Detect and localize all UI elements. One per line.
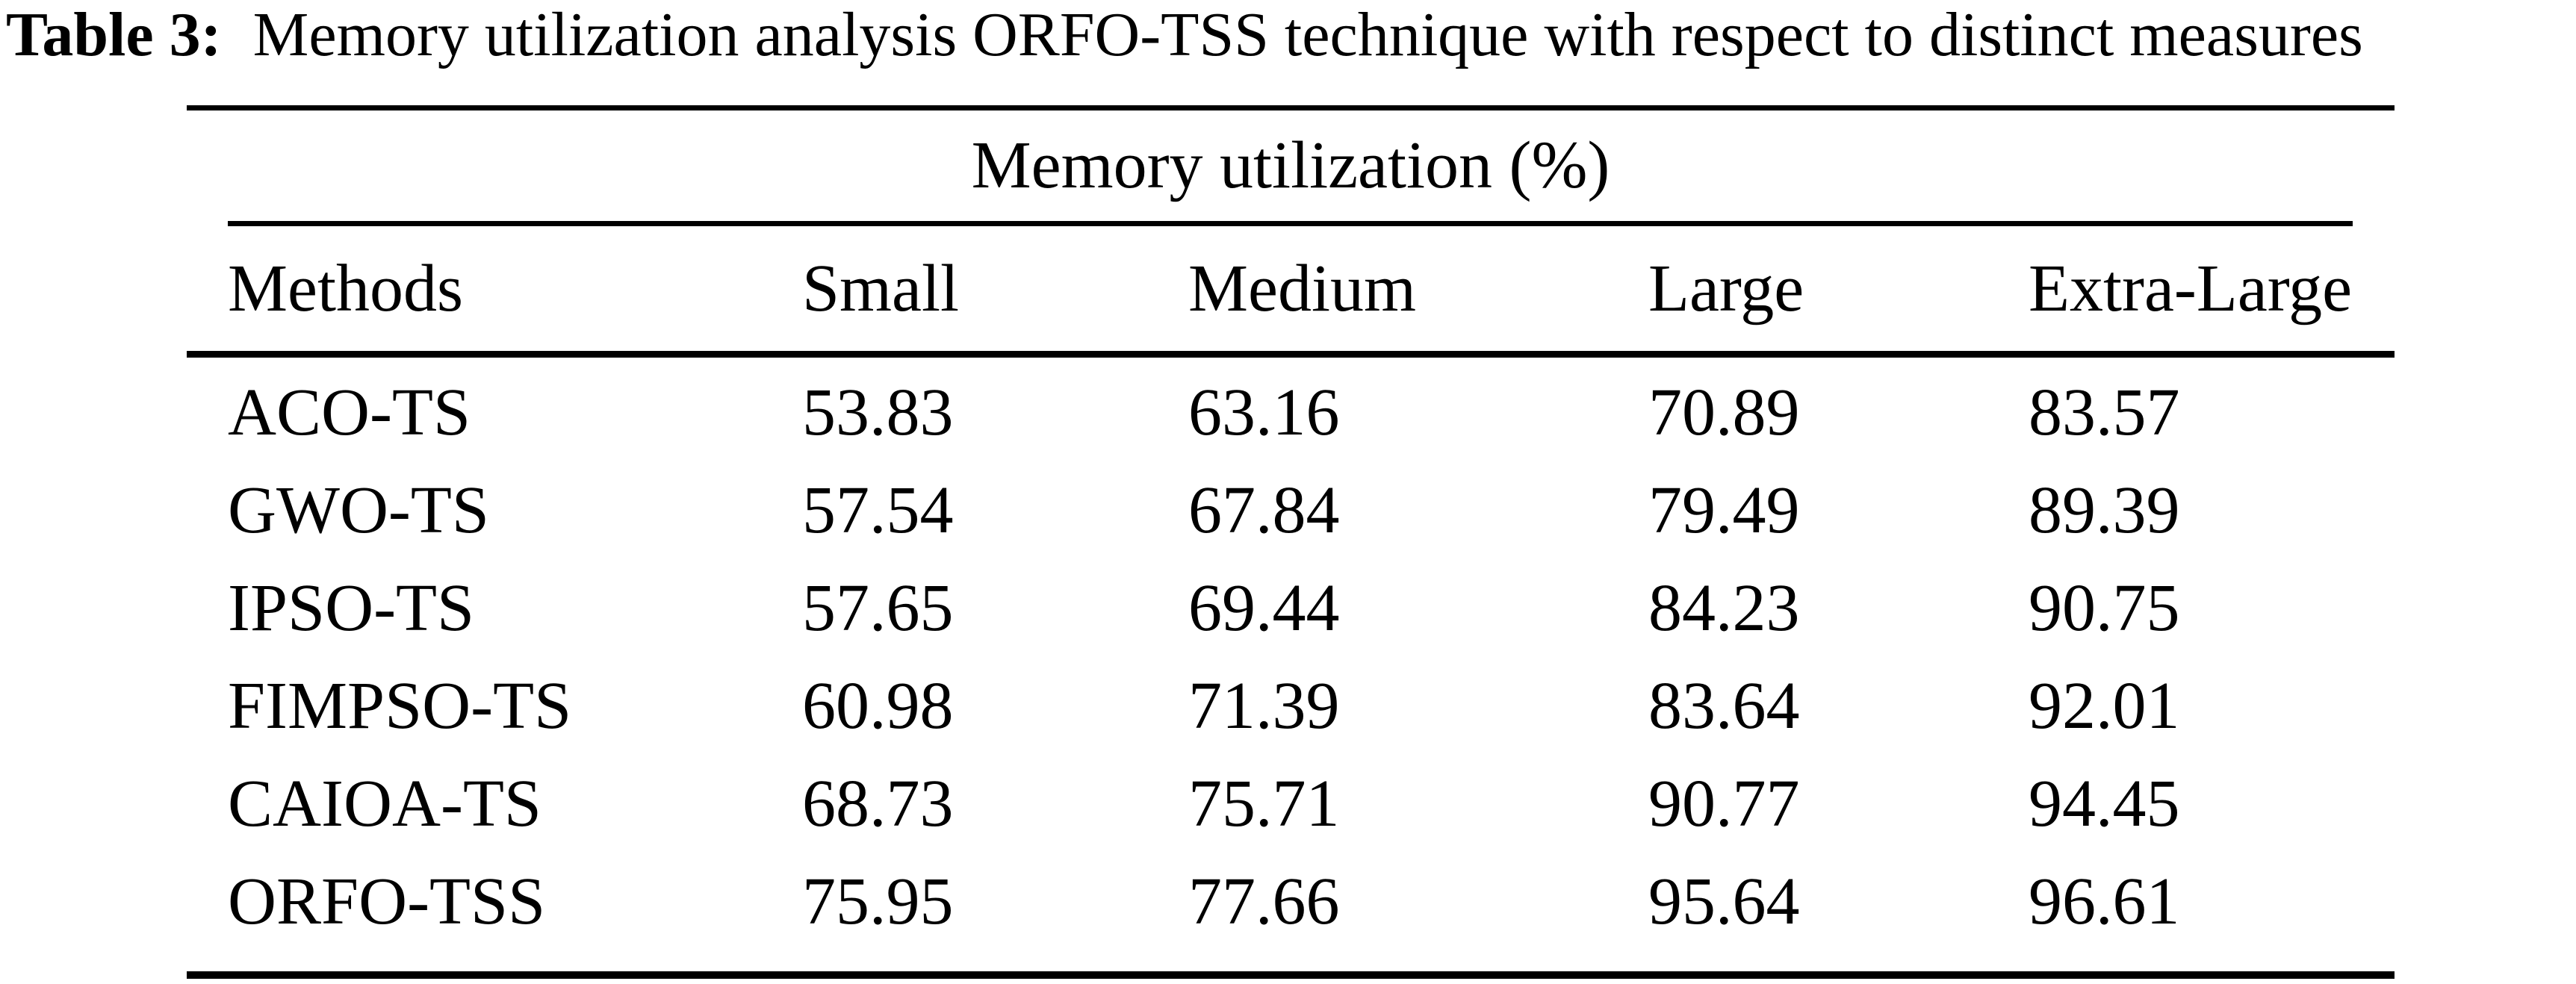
value-cell: 90.77 (1648, 767, 1800, 841)
value-cell: 57.65 (802, 571, 954, 645)
value-cell: 96.61 (2029, 865, 2180, 938)
column-header-small: Small (802, 252, 960, 326)
column-header-large: Large (1648, 252, 1804, 326)
value-cell: 92.01 (2029, 669, 2180, 743)
value-cell: 57.54 (802, 473, 954, 547)
table-row: ACO-TS 53.83 63.16 70.89 83.57 (0, 376, 2576, 459)
value-cell: 79.49 (1648, 473, 1800, 547)
value-cell: 77.66 (1188, 865, 1340, 938)
table-row: ORFO-TSS 75.95 77.66 95.64 96.61 (0, 865, 2576, 948)
method-cell: CAIOA-TS (228, 767, 541, 841)
method-cell: ORFO-TSS (228, 865, 546, 938)
value-cell: 94.45 (2029, 767, 2180, 841)
table-header-row: Methods Small Medium Large Extra-Large (0, 252, 2576, 335)
span-header-memory-utilization: Memory utilization (%) (971, 128, 1610, 202)
value-cell: 67.84 (1188, 473, 1340, 547)
table-row: CAIOA-TS 68.73 75.71 90.77 94.45 (0, 767, 2576, 850)
value-cell: 68.73 (802, 767, 954, 841)
table-row: FIMPSO-TS 60.98 71.39 83.64 92.01 (0, 669, 2576, 753)
column-header-methods: Methods (228, 252, 463, 326)
value-cell: 75.95 (802, 865, 954, 938)
column-header-medium: Medium (1188, 252, 1416, 326)
top-rule (187, 105, 2395, 110)
header-rule (187, 351, 2395, 358)
value-cell: 71.39 (1188, 669, 1340, 743)
value-cell: 95.64 (1648, 865, 1800, 938)
method-cell: IPSO-TS (228, 571, 475, 645)
method-cell: GWO-TS (228, 473, 489, 547)
table-caption-text: Memory utilization analysis ORFO-TSS tec… (252, 0, 2363, 69)
value-cell: 53.83 (802, 376, 954, 449)
table-row: IPSO-TS 57.65 69.44 84.23 90.75 (0, 571, 2576, 655)
value-cell: 83.64 (1648, 669, 1800, 743)
value-cell: 84.23 (1648, 571, 1800, 645)
bottom-rule (187, 971, 2395, 979)
value-cell: 60.98 (802, 669, 954, 743)
value-cell: 69.44 (1188, 571, 1340, 645)
value-cell: 89.39 (2029, 473, 2180, 547)
method-cell: ACO-TS (228, 376, 471, 449)
value-cell: 83.57 (2029, 376, 2180, 449)
column-header-extra-large: Extra-Large (2029, 252, 2353, 326)
value-cell: 75.71 (1188, 767, 1340, 841)
table-row: GWO-TS 57.54 67.84 79.49 89.39 (0, 473, 2576, 557)
method-cell: FIMPSO-TS (228, 669, 572, 743)
span-divider-rule (228, 221, 2353, 226)
value-cell: 63.16 (1188, 376, 1340, 449)
value-cell: 90.75 (2029, 571, 2180, 645)
table-caption: Table 3: Memory utilization analysis ORFO… (6, 0, 2363, 76)
table-caption-label: Table 3: (6, 0, 222, 69)
value-cell: 70.89 (1648, 376, 1800, 449)
